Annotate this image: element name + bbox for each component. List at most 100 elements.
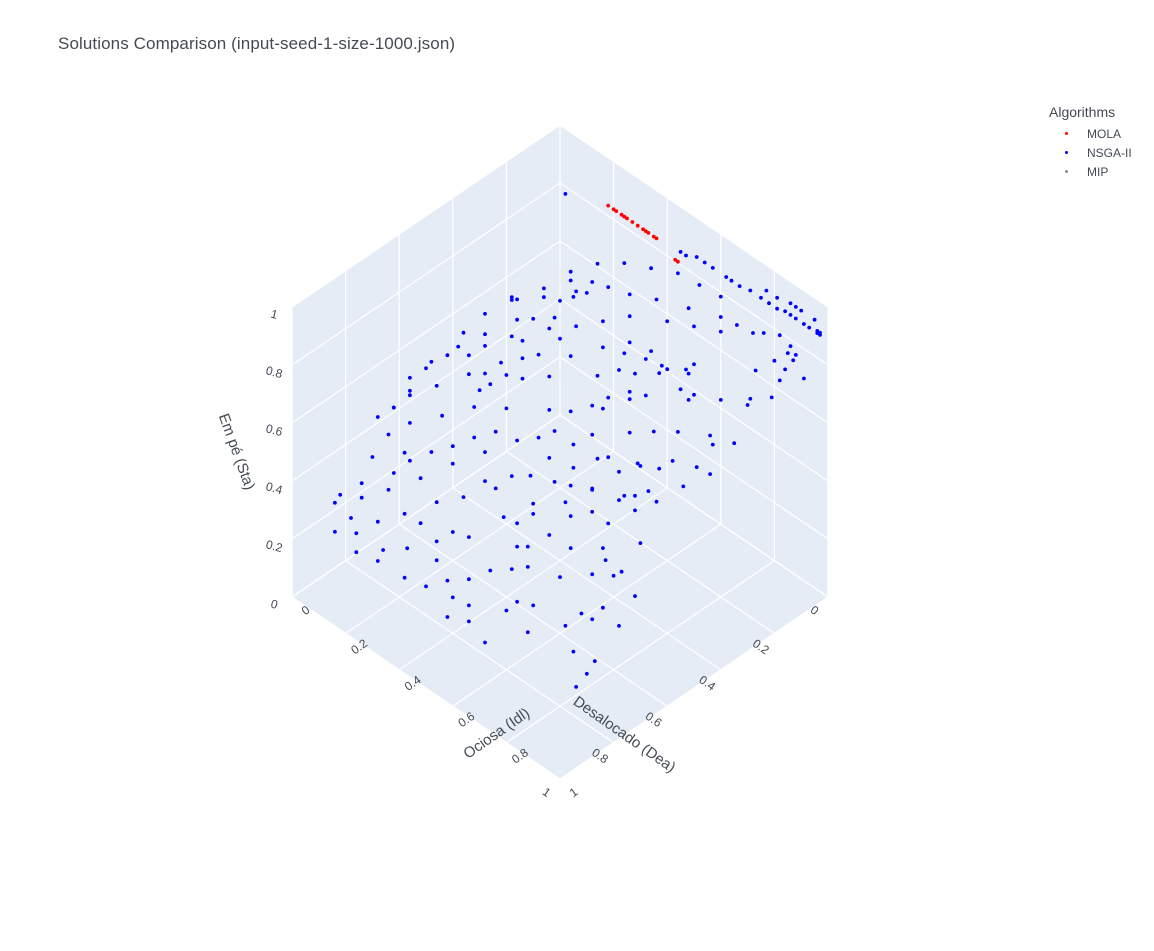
point-nsga-ii[interactable]	[386, 432, 391, 437]
point-nsga-ii[interactable]	[558, 298, 562, 303]
point-nsga-ii[interactable]	[418, 521, 423, 526]
point-nsga-ii[interactable]	[657, 466, 662, 471]
point-nsga-ii[interactable]	[333, 500, 337, 505]
point-nsga-ii[interactable]	[665, 319, 670, 324]
point-nsga-ii[interactable]	[590, 572, 595, 577]
point-nsga-ii[interactable]	[678, 250, 683, 254]
point-nsga-ii[interactable]	[515, 521, 519, 526]
point-nsga-ii[interactable]	[450, 595, 455, 600]
point-nsga-ii[interactable]	[633, 493, 637, 498]
point-nsga-ii[interactable]	[450, 461, 455, 466]
point-nsga-ii[interactable]	[483, 344, 487, 348]
point-nsga-ii[interactable]	[590, 486, 595, 491]
point-nsga-ii[interactable]	[590, 403, 595, 408]
point-nsga-ii[interactable]	[515, 544, 519, 549]
point-nsga-ii[interactable]	[445, 615, 450, 619]
point-nsga-ii[interactable]	[547, 408, 552, 412]
point-nsga-ii[interactable]	[563, 500, 568, 505]
point-nsga-ii[interactable]	[606, 285, 611, 289]
point-nsga-ii[interactable]	[590, 432, 595, 437]
point-nsga-ii[interactable]	[785, 351, 790, 355]
point-nsga-ii[interactable]	[429, 450, 434, 454]
point-nsga-ii[interactable]	[509, 474, 514, 478]
point-nsga-ii[interactable]	[654, 297, 659, 302]
point-mola[interactable]	[611, 207, 616, 212]
point-nsga-ii[interactable]	[702, 260, 707, 265]
point-nsga-ii[interactable]	[461, 330, 466, 335]
point-nsga-ii[interactable]	[504, 373, 509, 377]
point-nsga-ii[interactable]	[745, 403, 750, 407]
point-nsga-ii[interactable]	[525, 630, 530, 635]
point-nsga-ii[interactable]	[499, 360, 503, 365]
point-nsga-ii[interactable]	[568, 354, 573, 358]
point-nsga-ii[interactable]	[793, 305, 798, 309]
point-nsga-ii[interactable]	[761, 331, 766, 335]
point-nsga-ii[interactable]	[434, 539, 439, 544]
point-nsga-ii[interactable]	[467, 535, 471, 539]
point-mola[interactable]	[635, 223, 640, 228]
point-nsga-ii[interactable]	[678, 387, 683, 392]
point-nsga-ii[interactable]	[802, 376, 806, 381]
point-nsga-ii[interactable]	[751, 331, 755, 335]
point-nsga-ii[interactable]	[456, 344, 461, 349]
point-nsga-ii[interactable]	[802, 322, 806, 326]
point-nsga-ii[interactable]	[408, 388, 412, 393]
point-nsga-ii[interactable]	[676, 271, 680, 276]
point-nsga-ii[interactable]	[440, 413, 444, 418]
point-nsga-ii[interactable]	[424, 584, 428, 589]
point-nsga-ii[interactable]	[450, 530, 455, 534]
point-nsga-ii[interactable]	[509, 334, 514, 339]
point-nsga-ii[interactable]	[710, 442, 715, 447]
point-nsga-ii[interactable]	[627, 389, 632, 394]
point-nsga-ii[interactable]	[622, 261, 627, 265]
point-nsga-ii[interactable]	[708, 472, 712, 476]
point-nsga-ii[interactable]	[333, 529, 337, 534]
point-nsga-ii[interactable]	[349, 516, 353, 520]
point-mola[interactable]	[614, 209, 619, 214]
point-nsga-ii[interactable]	[402, 450, 407, 455]
point-nsga-ii[interactable]	[571, 295, 576, 299]
point-nsga-ii[interactable]	[595, 373, 600, 378]
point-nsga-ii[interactable]	[601, 605, 605, 610]
point-nsga-ii[interactable]	[788, 344, 793, 348]
point-nsga-ii[interactable]	[748, 396, 753, 401]
point-nsga-ii[interactable]	[525, 544, 530, 549]
point-nsga-ii[interactable]	[552, 480, 557, 484]
point-nsga-ii[interactable]	[692, 324, 696, 329]
point-nsga-ii[interactable]	[568, 409, 573, 414]
point-nsga-ii[interactable]	[402, 511, 407, 516]
point-nsga-ii[interactable]	[764, 288, 769, 293]
point-nsga-ii[interactable]	[665, 367, 670, 372]
point-nsga-ii[interactable]	[525, 565, 530, 569]
point-nsga-ii[interactable]	[686, 306, 691, 311]
point-nsga-ii[interactable]	[488, 568, 493, 573]
point-nsga-ii[interactable]	[571, 442, 576, 447]
point-nsga-ii[interactable]	[528, 473, 533, 478]
point-nsga-ii[interactable]	[547, 326, 552, 331]
point-nsga-ii[interactable]	[775, 306, 779, 311]
point-nsga-ii[interactable]	[611, 573, 616, 578]
point-nsga-ii[interactable]	[483, 332, 487, 337]
point-nsga-ii[interactable]	[472, 435, 477, 440]
point-nsga-ii[interactable]	[472, 405, 477, 409]
point-nsga-ii[interactable]	[467, 353, 471, 358]
point-nsga-ii[interactable]	[759, 295, 763, 300]
point-nsga-ii[interactable]	[504, 608, 509, 613]
point-nsga-ii[interactable]	[753, 368, 758, 373]
point-nsga-ii[interactable]	[542, 286, 546, 291]
point-nsga-ii[interactable]	[579, 611, 584, 616]
point-nsga-ii[interactable]	[467, 577, 471, 582]
point-nsga-ii[interactable]	[659, 363, 664, 368]
point-nsga-ii[interactable]	[547, 533, 552, 537]
point-nsga-ii[interactable]	[386, 487, 391, 492]
point-nsga-ii[interactable]	[592, 659, 597, 663]
point-nsga-ii[interactable]	[601, 546, 605, 550]
point-nsga-ii[interactable]	[676, 430, 680, 434]
point-nsga-ii[interactable]	[799, 308, 804, 313]
point-mola[interactable]	[654, 236, 659, 241]
point-nsga-ii[interactable]	[450, 444, 455, 449]
point-nsga-ii[interactable]	[633, 508, 637, 513]
point-nsga-ii[interactable]	[493, 486, 498, 491]
legend-item-mip[interactable]: MIP	[1049, 162, 1132, 181]
